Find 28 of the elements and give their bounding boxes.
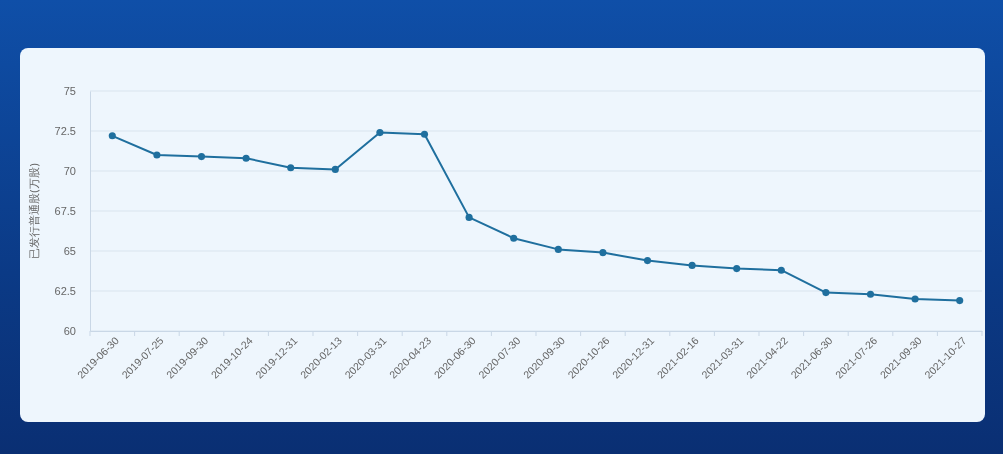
point <box>822 289 830 297</box>
point <box>866 290 875 298</box>
y-tick-label: 67.5 <box>54 205 76 218</box>
y-tick-label: 75 <box>63 85 76 98</box>
point <box>510 234 518 242</box>
point <box>287 164 295 172</box>
point <box>733 265 741 273</box>
point <box>376 129 384 137</box>
point <box>554 245 562 253</box>
point <box>153 151 161 159</box>
y-tick-label: 65 <box>63 245 76 258</box>
point <box>108 132 116 140</box>
point <box>331 165 339 173</box>
point <box>643 257 652 265</box>
point <box>242 154 250 162</box>
y-tick-label: 60 <box>63 325 76 338</box>
point <box>420 130 429 138</box>
point <box>911 295 919 303</box>
point <box>465 213 473 221</box>
point <box>777 266 785 274</box>
y-tick-label: 62.5 <box>54 285 76 298</box>
point <box>688 261 696 269</box>
y-tick-label: 72.5 <box>54 125 76 138</box>
point <box>956 297 964 305</box>
point <box>197 153 206 161</box>
point <box>599 249 607 257</box>
y-tick-label: 70 <box>63 165 76 178</box>
y-axis-title: 已发行普通股(万股) <box>28 162 41 260</box>
